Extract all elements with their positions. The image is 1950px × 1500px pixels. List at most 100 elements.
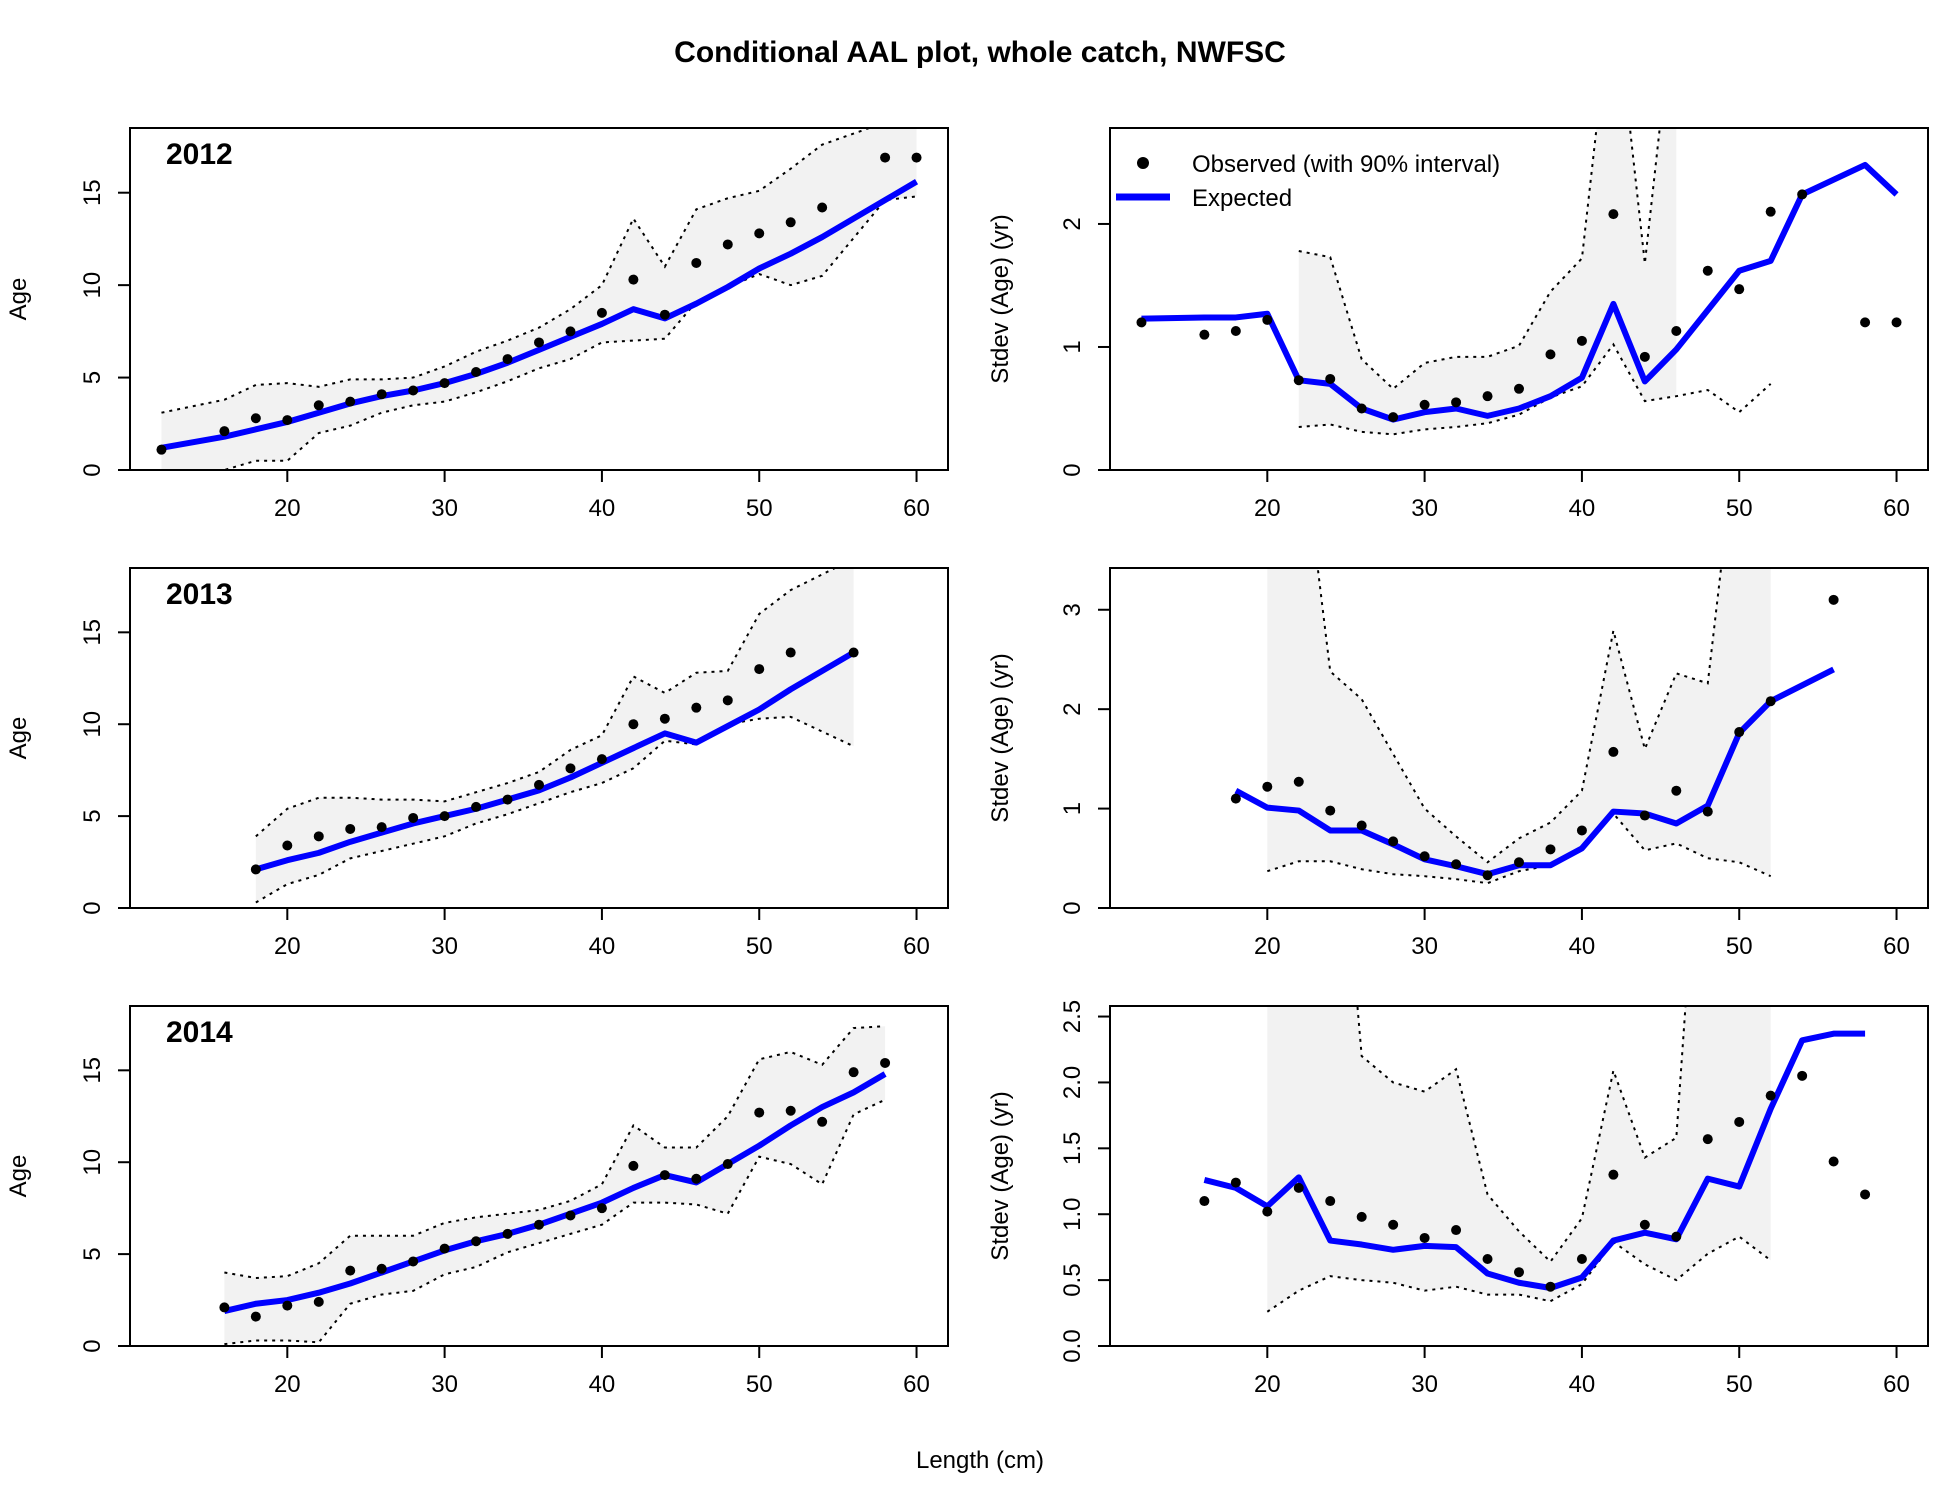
observed-point	[596, 307, 607, 318]
observed-point	[1891, 317, 1902, 328]
x-axis: 20 30 40 50 60	[1254, 907, 1910, 960]
interval-upper-line	[1316, 568, 1723, 864]
panel-stdev-age-2012: 20 30 40 50 60 0 1 2 Stdev (Age) (yr) Observed (w…	[987, 127, 1929, 522]
y-axis: 0 5 10 15	[79, 1057, 130, 1353]
observed-point	[1199, 329, 1210, 340]
observed-point	[1262, 314, 1273, 325]
x-tick-label: 20	[1254, 933, 1281, 960]
y-tick-label: 2	[1059, 217, 1086, 230]
y-tick-label: 1.5	[1059, 1132, 1086, 1165]
expected-line	[1141, 161, 1899, 423]
observed-point	[1545, 1281, 1556, 1292]
interval-lower-line	[224, 1098, 886, 1346]
observed-point	[1388, 1219, 1399, 1230]
x-tick-label: 40	[1569, 495, 1596, 522]
x-tick-label: 40	[1569, 933, 1596, 960]
observed-point	[1451, 397, 1462, 408]
interval-upper-line	[1298, 128, 1661, 391]
observed-point	[722, 695, 733, 706]
observed-point	[471, 1236, 482, 1247]
x-tick-label: 40	[589, 1371, 616, 1398]
observed-point	[817, 1116, 828, 1127]
observed-point	[1797, 189, 1808, 200]
plot-frame	[1109, 1005, 1929, 1347]
observed-point	[1262, 1206, 1273, 1217]
observed-point	[817, 202, 828, 213]
observed-point	[628, 274, 639, 285]
x-tick-label: 60	[903, 933, 930, 960]
y-tick-label: 0	[1059, 463, 1086, 476]
observed-point	[754, 664, 765, 675]
observed-point	[1388, 412, 1399, 423]
panel-stdev-age-2013: 20 30 40 50 60 0 1 2 3 Stdev (Age) (yr)	[987, 567, 1929, 960]
plot-area	[1230, 568, 1839, 885]
observed-point	[1451, 1225, 1462, 1236]
observed-point	[376, 1263, 387, 1274]
observed-point	[1702, 265, 1713, 276]
observed-point	[250, 864, 261, 875]
x-axis: 20 30 40 50 60	[1254, 1345, 1910, 1398]
y-tick-label: 5	[79, 809, 106, 822]
observed-point	[408, 812, 419, 823]
observed-point	[156, 444, 167, 455]
observed-point	[1482, 1254, 1493, 1265]
x-tick-label: 30	[431, 933, 458, 960]
observed-point	[376, 389, 387, 400]
observed-point	[722, 239, 733, 250]
observed-point	[1734, 284, 1745, 295]
observed-point	[1765, 206, 1776, 217]
y-axis-label: Stdev (Age) (yr)	[987, 653, 1014, 822]
y-tick-label: 2	[1059, 702, 1086, 715]
observed-point	[1419, 851, 1430, 862]
x-tick-label: 60	[1883, 1371, 1910, 1398]
x-axis: 20 30 40 50 60	[1254, 469, 1910, 522]
observed-point	[1482, 391, 1493, 402]
observed-point	[691, 257, 702, 268]
observed-point	[659, 1170, 670, 1181]
observed-point	[471, 367, 482, 378]
observed-point	[1639, 1219, 1650, 1230]
x-tick-label: 50	[1726, 495, 1753, 522]
plot-area	[250, 568, 859, 904]
observed-point	[345, 1265, 356, 1276]
x-tick-label: 30	[431, 495, 458, 522]
y-tick-label: 0	[79, 1339, 106, 1352]
observed-point	[502, 794, 513, 805]
observed-point	[1419, 399, 1430, 410]
observed-point	[754, 1107, 765, 1118]
observed-point	[1545, 844, 1556, 855]
expected-line	[255, 649, 856, 873]
interval-band	[255, 568, 854, 903]
x-tick-label: 20	[274, 933, 301, 960]
x-axis: 20 30 40 50 60	[274, 907, 930, 960]
observed-point	[1671, 325, 1682, 336]
panel-mean-age-2012: 20 30 40 50 60 0 5 10 15 Age 2012	[5, 127, 949, 522]
observed-point	[1293, 375, 1304, 386]
y-axis: 0 1 2	[1059, 217, 1110, 477]
interval-band	[224, 1026, 886, 1345]
observed-point	[471, 801, 482, 812]
panel-stdev-age-2014: 20 30 40 50 60 0.0 0.5 1.0 1.5 2.0 2.5 Stdev (Age) …	[987, 1000, 1929, 1398]
year-label: 2014	[166, 1016, 233, 1049]
observed-point	[502, 354, 513, 365]
observed-point	[1451, 859, 1462, 870]
observed-point	[534, 337, 544, 348]
y-tick-label: 1.0	[1059, 1198, 1086, 1231]
observed-point	[345, 823, 356, 834]
legend: Observed (with 90% interval) Expected	[1116, 151, 1500, 212]
x-tick-label: 20	[1254, 495, 1281, 522]
y-tick-label: 0	[79, 463, 106, 476]
observed-point	[659, 713, 670, 724]
observed-point	[282, 840, 293, 851]
y-axis-label: Age	[5, 717, 32, 760]
y-tick-label: 1	[1059, 340, 1086, 353]
observed-point	[1545, 349, 1556, 360]
observed-point	[1293, 776, 1304, 787]
observed-point	[848, 1067, 859, 1078]
interval-lower-line	[1298, 342, 1772, 436]
observed-point	[250, 413, 261, 424]
observed-point	[565, 326, 576, 337]
observed-point	[1356, 820, 1367, 831]
x-tick-label: 40	[589, 933, 616, 960]
observed-point	[313, 831, 324, 842]
